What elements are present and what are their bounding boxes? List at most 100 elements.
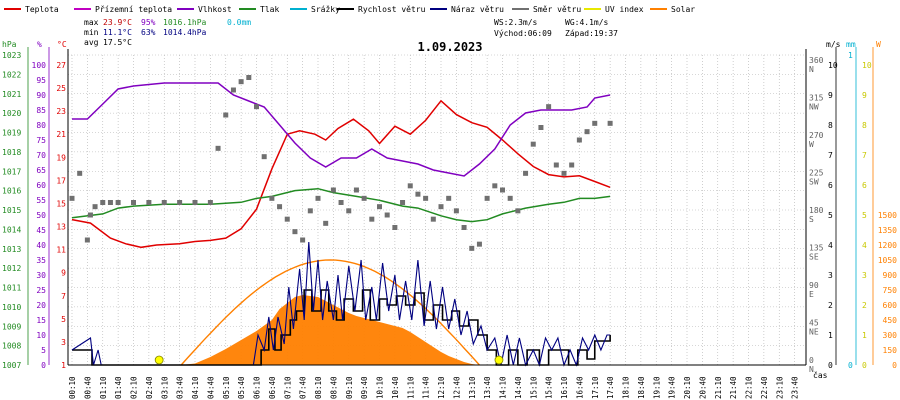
wind-direction-point-10 <box>161 200 167 205</box>
x-tick-37: 18:40 <box>637 376 646 399</box>
axis-percent-tick-15: 75 <box>36 136 46 145</box>
axis-uv-tick-0: 0 <box>862 361 867 370</box>
axis-direction-deg-4: 180 <box>809 206 824 215</box>
x-tick-20: 10:10 <box>376 376 385 399</box>
axis-watt-tick-4: 600 <box>883 301 898 310</box>
wind-direction-point-26 <box>307 208 313 214</box>
x-tick-22: 11:10 <box>406 376 415 399</box>
wind-direction-point-29 <box>330 187 336 193</box>
axis-hpa-tick-11: 1018 <box>2 148 21 157</box>
axis-watt-tick-10: 1500 <box>878 211 897 220</box>
x-tick-5: 02:40 <box>145 376 154 399</box>
axis-watt-tick-1: 150 <box>883 346 898 355</box>
x-tick-8: 04:10 <box>191 376 200 399</box>
x-tick-label-5: 02:40 <box>145 376 154 399</box>
axis-watt-tick-3: 450 <box>883 316 898 325</box>
axis-hpa-unit: hPa <box>2 40 17 49</box>
wind-direction-point-1 <box>77 170 83 176</box>
solar-theoretical-curve <box>180 259 480 366</box>
axis-mm-tick-0: 0 <box>848 361 853 370</box>
axis-direction-dir-8: N <box>809 65 814 74</box>
x-tick-label-35: 17:40 <box>606 376 615 399</box>
x-tick-label-21: 10:40 <box>391 376 400 399</box>
axis-direction-deg-0: 0 <box>809 356 814 365</box>
x-tick-11: 05:40 <box>237 376 246 399</box>
x-tick-6: 03:10 <box>160 376 169 399</box>
x-tick-38: 19:10 <box>652 376 661 399</box>
wind-direction-point-42 <box>430 216 436 222</box>
axis-celsius-tick-12: 25 <box>56 84 66 93</box>
axis-ms-tick-1: 1 <box>828 331 833 340</box>
x-tick-label-41: 20:40 <box>698 376 707 399</box>
axis-hpa-tick-5: 1012 <box>2 264 21 273</box>
axis-direction-dir-6: W <box>809 140 814 149</box>
wind-direction-point-15 <box>223 112 229 118</box>
x-tick-9: 04:40 <box>206 376 215 399</box>
legend-label-3: Tlak <box>260 5 279 14</box>
axis-watt-tick-0: 0 <box>892 361 897 370</box>
x-axis-label: čas <box>813 370 828 380</box>
x-tick-label-16: 08:10 <box>314 376 323 399</box>
chart-title: 1.09.2023 <box>417 40 482 54</box>
axis-hpa-tick-15: 1022 <box>2 70 21 79</box>
axis-hpa-tick-0: 1007 <box>2 361 21 370</box>
sunrise-marker <box>154 355 164 365</box>
axis-ms-tick-2: 2 <box>828 301 833 310</box>
x-tick-label-32: 16:10 <box>560 376 569 399</box>
axis-ms-tick-6: 6 <box>828 181 833 190</box>
x-tick-label-11: 05:40 <box>237 376 246 399</box>
axis-ms-tick-0: 0 <box>828 361 833 370</box>
x-tick-24: 12:10 <box>437 376 446 399</box>
axis-uv-tick-9: 9 <box>862 91 867 100</box>
stat-max-rain: 0.0mm <box>227 18 251 27</box>
axis-mm-unit: mm <box>846 40 856 49</box>
legend-label-9: Solar <box>671 5 695 14</box>
x-tick-7: 03:40 <box>176 376 185 399</box>
x-tick-17: 08:40 <box>329 376 338 399</box>
x-tick-label-18: 09:10 <box>345 376 354 399</box>
wind-direction-point-35 <box>377 204 382 210</box>
wind-direction-point-27 <box>315 195 321 201</box>
legend-label-7: Směr větru <box>533 5 581 14</box>
x-tick-label-2: 01:10 <box>99 376 108 399</box>
stat-wind-gust: WG:4.1m/s <box>565 18 609 27</box>
x-tick-label-19: 09:40 <box>360 376 369 399</box>
wind-direction-point-12 <box>192 200 198 205</box>
wind-direction-point-19 <box>254 104 259 110</box>
x-tick-label-12: 06:10 <box>253 376 262 399</box>
wind-direction-point-20 <box>261 154 267 160</box>
axis-hpa-tick-2: 1009 <box>2 322 21 331</box>
x-tick-label-36: 18:10 <box>622 376 631 399</box>
axis-percent-tick-6: 30 <box>36 271 46 280</box>
wind-direction-point-40 <box>415 191 421 197</box>
x-tick-label-29: 14:40 <box>514 376 523 399</box>
wind-direction-point-6 <box>107 200 113 205</box>
x-tick-26: 13:10 <box>468 376 477 399</box>
stats-panel: max 23.9°C 95% 1016.1hPa 0.0mm min 11.1°… <box>84 18 618 47</box>
axis-celsius-tick-8: 17 <box>56 176 66 185</box>
x-tick-42: 21:10 <box>714 376 723 399</box>
axis-percent-unit: % <box>37 40 42 49</box>
axis-watt-tick-9: 1350 <box>878 226 897 235</box>
axis-celsius-tick-11: 23 <box>56 107 66 116</box>
wind-direction-point-39 <box>407 183 413 189</box>
wind-direction-point-44 <box>446 195 452 201</box>
wind-direction-point-14 <box>215 145 221 151</box>
axis-hpa-tick-10: 1017 <box>2 167 21 176</box>
series-teplota <box>71 99 611 249</box>
wind-direction-point-31 <box>346 208 352 214</box>
axis-celsius-tick-9: 19 <box>56 153 66 162</box>
wind-direction-point-22 <box>277 204 283 210</box>
wind-direction-point-59 <box>561 170 567 176</box>
wind-direction-point-30 <box>338 200 344 205</box>
x-tick-39: 19:40 <box>668 376 677 399</box>
wind-direction-point-45 <box>453 208 459 214</box>
stat-wind-speed: WS:2.3m/s <box>494 18 538 27</box>
wind-direction-point-11 <box>177 200 183 205</box>
axis-direction-dir-7: NW <box>809 103 819 112</box>
wind-direction-point-58 <box>553 162 559 168</box>
axis-percent-tick-17: 85 <box>36 106 46 115</box>
axis-watt-tick-6: 900 <box>883 271 898 280</box>
x-tick-43: 21:40 <box>729 376 738 399</box>
wind-direction-point-34 <box>369 216 375 222</box>
